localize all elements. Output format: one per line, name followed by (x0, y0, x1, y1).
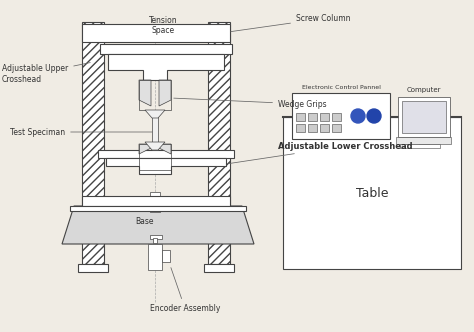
Text: Adjustable Upper
Crosshead: Adjustable Upper Crosshead (2, 62, 90, 84)
Bar (402, 101, 446, 133)
Bar (320, 124, 329, 132)
Polygon shape (145, 110, 165, 118)
Text: Encoder Assembly: Encoder Assembly (150, 268, 220, 313)
Bar (100, 44, 232, 54)
Bar (419, 137, 429, 144)
Circle shape (367, 109, 381, 123)
Bar (332, 113, 341, 121)
Bar (204, 264, 234, 272)
Bar (70, 206, 246, 211)
Polygon shape (159, 144, 171, 154)
Bar (296, 124, 305, 132)
Text: Screw Column: Screw Column (231, 14, 350, 32)
Text: Test Speciman: Test Speciman (10, 127, 152, 136)
Bar (292, 93, 390, 139)
Bar (296, 113, 305, 121)
Bar (398, 97, 450, 137)
Bar (283, 117, 461, 269)
Bar (308, 113, 317, 121)
Bar (152, 110, 158, 150)
Text: Wedge Grips: Wedge Grips (174, 98, 327, 109)
Polygon shape (145, 142, 165, 150)
Bar (308, 124, 317, 132)
Bar (150, 192, 160, 212)
Polygon shape (139, 80, 151, 106)
Polygon shape (62, 206, 254, 244)
Bar (400, 144, 440, 148)
Bar (148, 244, 162, 270)
Polygon shape (159, 80, 171, 106)
Bar (98, 150, 234, 158)
Bar (144, 198, 166, 206)
Bar (208, 22, 230, 264)
Text: Adjustable Lower Crosshead: Adjustable Lower Crosshead (229, 141, 413, 164)
Bar (82, 22, 104, 264)
Text: Electronic Control Pannel: Electronic Control Pannel (301, 85, 381, 90)
Bar (82, 196, 230, 206)
Bar (153, 238, 157, 243)
Bar (150, 235, 162, 239)
Text: Tension
Space: Tension Space (149, 16, 177, 36)
Polygon shape (108, 54, 224, 80)
Bar (332, 124, 341, 132)
Text: Computer: Computer (407, 87, 441, 93)
Text: Table: Table (356, 187, 388, 200)
Bar (139, 80, 171, 110)
Bar (78, 264, 108, 272)
Bar (82, 24, 230, 42)
Polygon shape (139, 144, 151, 154)
Bar (396, 137, 451, 144)
Bar (320, 113, 329, 121)
Polygon shape (106, 158, 226, 174)
Bar (139, 144, 171, 170)
Text: Base: Base (136, 216, 154, 225)
Circle shape (351, 109, 365, 123)
Bar (162, 250, 170, 262)
